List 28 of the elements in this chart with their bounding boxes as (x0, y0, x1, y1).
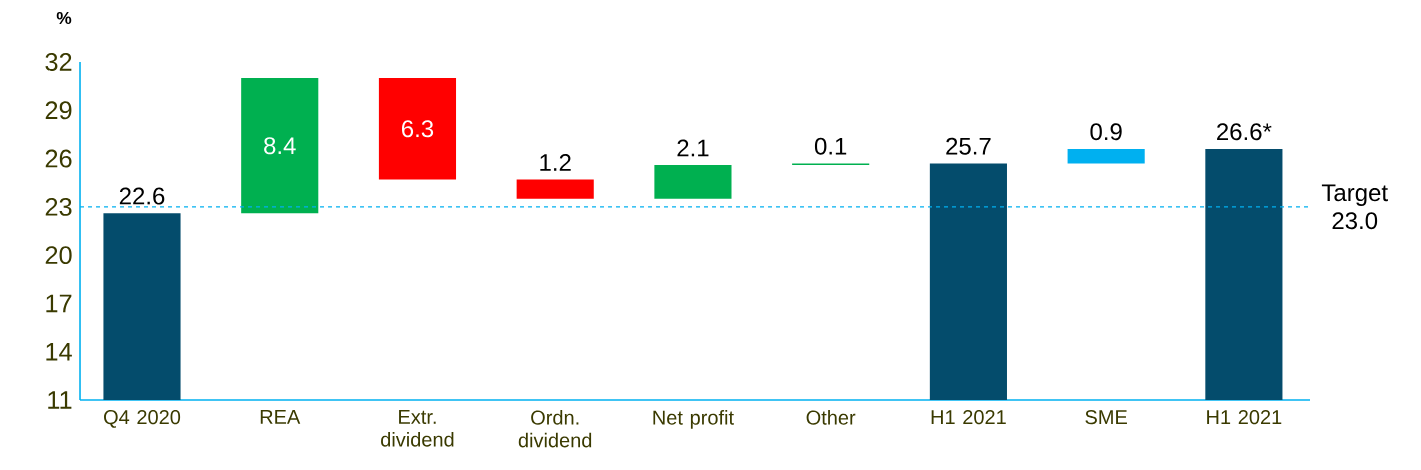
y-tick-label: 26 (45, 149, 72, 168)
y-tick-label: 23 (45, 197, 72, 216)
x-tick-label: Other (806, 410, 856, 425)
x-tick-label: Extr. dividend (381, 410, 454, 447)
x-tick-label: H1 2021 (931, 410, 1006, 425)
y-tick-label: 32 (45, 53, 72, 71)
data-label: 0.9 (1090, 123, 1122, 141)
x-tick-label: Ordn. dividend (518, 410, 592, 448)
x-tick-label: Net profit (653, 410, 734, 429)
x-tick-label: SME (1085, 410, 1127, 425)
y-tick-label: 29 (45, 101, 72, 120)
data-label: 25.7 (946, 137, 991, 155)
data-label: 8.4 (264, 137, 296, 155)
data-label: 2.1 (677, 139, 709, 157)
data-label: 6.3 (402, 120, 434, 138)
y-tick-label: 20 (45, 246, 72, 265)
x-tick-label: Q4 2020 (104, 410, 181, 428)
data-label: 1.2 (540, 154, 571, 171)
x-tick-label: H1 2021 (1207, 410, 1282, 425)
ref-line-label: Target 23.0 (1321, 184, 1388, 230)
data-label: 22.6 (119, 187, 165, 205)
y-tick-label: 17 (46, 294, 72, 313)
y-axis-title: % (56, 11, 72, 25)
data-label: 0.1 (814, 137, 847, 155)
x-tick-label: REA (260, 410, 301, 424)
y-tick-label: 14 (46, 343, 72, 361)
y-tick-label: 11 (48, 391, 72, 409)
data-label: 26.6* (1217, 123, 1272, 141)
